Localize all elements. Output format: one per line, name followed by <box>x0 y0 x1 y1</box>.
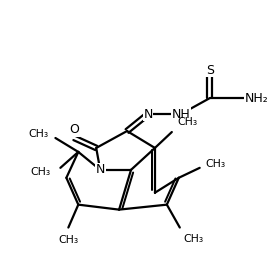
Text: N: N <box>143 108 153 121</box>
Text: CH₃: CH₃ <box>28 129 49 139</box>
Text: S: S <box>206 64 214 77</box>
Text: CH₃: CH₃ <box>30 167 51 177</box>
Text: CH₃: CH₃ <box>184 233 204 244</box>
Text: NH₂: NH₂ <box>245 92 268 105</box>
Text: CH₃: CH₃ <box>58 235 78 246</box>
Text: NH: NH <box>171 108 190 121</box>
Text: O: O <box>69 123 79 136</box>
Text: N: N <box>95 163 105 176</box>
Text: CH₃: CH₃ <box>206 159 226 169</box>
Text: CH₃: CH₃ <box>178 117 198 127</box>
